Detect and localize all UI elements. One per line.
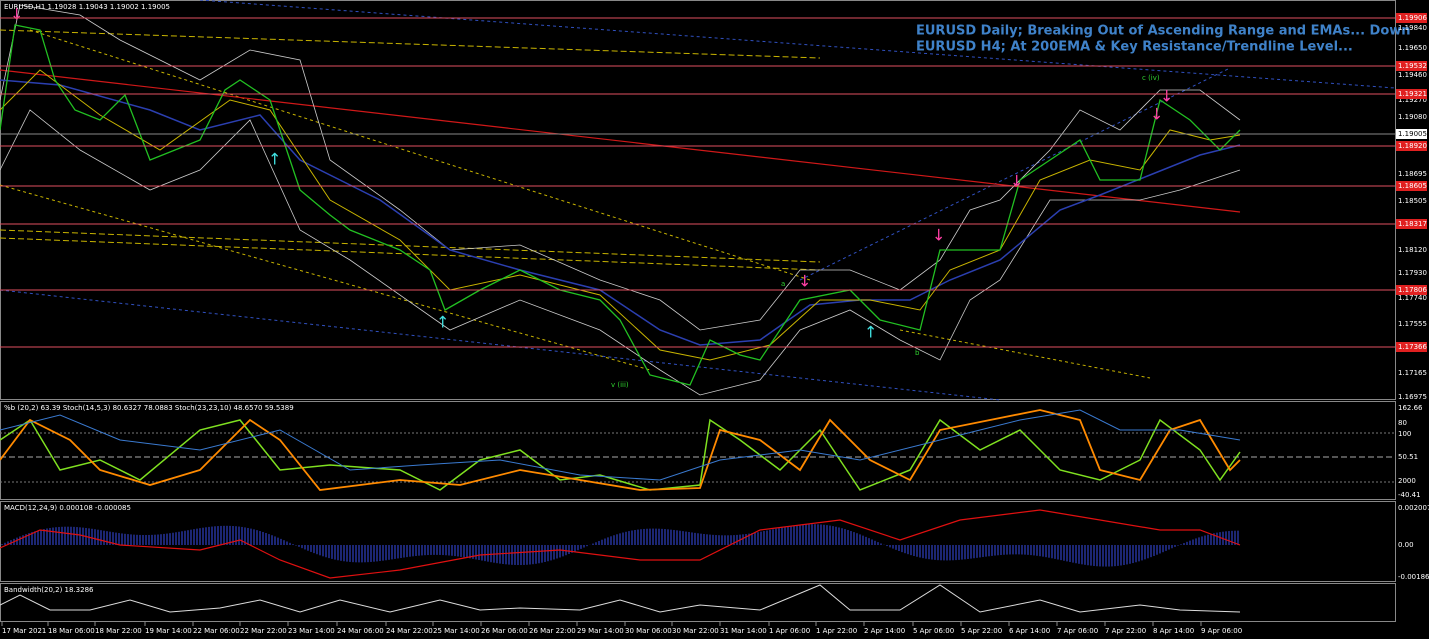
time-label: 5 Apr 06:00 — [913, 627, 954, 635]
time-label: 2 Apr 14:00 — [864, 627, 905, 635]
current-box — [1396, 129, 1427, 139]
level-box — [1396, 141, 1427, 151]
level-label: 1.18605 — [1398, 182, 1427, 190]
wave-label: v (iii) — [611, 381, 629, 389]
panel-title: Bandwidth(20,2) 18.3286 — [4, 586, 94, 594]
stoch-lines — [0, 409, 1395, 491]
time-label: 30 Mar 06:00 — [625, 627, 672, 635]
price-label: 1.19460 — [1398, 71, 1427, 79]
level-label: 1.17366 — [1398, 343, 1427, 351]
macd-axis-label: 0.00 — [1398, 541, 1414, 549]
svg-text:↓: ↓ — [798, 272, 811, 291]
time-label: 8 Apr 14:00 — [1153, 627, 1194, 635]
svg-text:↓: ↓ — [1010, 172, 1023, 191]
level-label: 1.19906 — [1398, 14, 1427, 22]
price-label: 1.18695 — [1398, 170, 1427, 178]
time-label: 23 Mar 14:00 — [288, 627, 335, 635]
wave-label: b — [915, 349, 920, 357]
level-box — [1396, 181, 1427, 191]
stoch-axis-label: 80 — [1398, 419, 1407, 427]
level-label: 1.19321 — [1398, 90, 1427, 98]
svg-text:↑: ↑ — [864, 323, 877, 342]
price-label: 1.17555 — [1398, 320, 1427, 328]
price-label: 1.17930 — [1398, 269, 1427, 277]
wave-label: c (iv) — [1142, 74, 1160, 82]
annotation: EURUSD Daily; Breaking Out of Ascending … — [916, 24, 1411, 39]
time-label: 7 Apr 22:00 — [1105, 627, 1146, 635]
level-label: 1.19532 — [1398, 62, 1427, 70]
time-label: 1 Apr 22:00 — [816, 627, 857, 635]
time-label: 24 Mar 22:00 — [386, 627, 433, 635]
time-label: 22 Mar 22:00 — [240, 627, 287, 635]
svg-text:↓: ↓ — [1160, 87, 1173, 106]
time-label: 5 Apr 22:00 — [961, 627, 1002, 635]
level-label: 1.18317 — [1398, 220, 1427, 228]
price-label: 1.18120 — [1398, 246, 1427, 254]
time-label: 7 Apr 06:00 — [1057, 627, 1098, 635]
price-label: 1.19650 — [1398, 44, 1427, 52]
time-label: 29 Mar 14:00 — [577, 627, 624, 635]
bandwidth-line — [0, 584, 1241, 613]
annotation: EURUSD H4; At 200EMA & Key Resistance/Tr… — [916, 40, 1353, 55]
time-label: 22 Mar 06:00 — [193, 627, 240, 635]
price-label: 1.17740 — [1398, 294, 1427, 302]
time-label: 19 Mar 14:00 — [145, 627, 192, 635]
macd-axis-label: -0.001869 — [1398, 573, 1429, 581]
svg-text:↓: ↓ — [932, 226, 945, 245]
time-label: 30 Mar 22:00 — [672, 627, 719, 635]
svg-text:↓: ↓ — [10, 5, 23, 24]
current-label: 1.19005 — [1398, 130, 1427, 138]
level-label: 1.18920 — [1398, 142, 1427, 150]
svg-text:↑: ↑ — [268, 150, 281, 169]
time-label: 25 Mar 14:00 — [433, 627, 480, 635]
price-label: 1.19840 — [1398, 24, 1427, 32]
stoch-axis-label: 162.66 — [1398, 404, 1423, 412]
price-label: 1.16975 — [1398, 393, 1427, 401]
time-label: 18 Mar 22:00 — [95, 627, 142, 635]
time-label: 6 Apr 14:00 — [1009, 627, 1050, 635]
time-label: 26 Mar 22:00 — [529, 627, 576, 635]
symbol-header: EURUSD,H1 1.19028 1.19043 1.19002 1.1900… — [4, 3, 170, 11]
stoch-axis-label: 2000 — [1398, 477, 1416, 485]
level-box — [1396, 89, 1427, 99]
price-label: 1.19270 — [1398, 96, 1427, 104]
price-label: 1.19080 — [1398, 113, 1427, 121]
stoch-axis-label: 100 — [1398, 430, 1411, 438]
time-label: 31 Mar 14:00 — [720, 627, 767, 635]
panel-frames — [0, 0, 1396, 622]
time-label: 9 Apr 06:00 — [1201, 627, 1242, 635]
price-line — [0, 24, 1241, 386]
time-label: 24 Mar 06:00 — [337, 627, 384, 635]
level-box — [1396, 61, 1427, 71]
time-label: 18 Mar 06:00 — [48, 627, 95, 635]
macd-signal — [0, 509, 1241, 579]
time-label: 17 Mar 2021 — [2, 627, 46, 635]
stoch-axis-label: -40.41 — [1398, 491, 1421, 499]
panel-title: MACD(12,24,9) 0.000108 -0.000085 — [4, 504, 131, 512]
price-label: 1.17165 — [1398, 369, 1427, 377]
svg-text:↓: ↓ — [1150, 105, 1163, 124]
level-box — [1396, 342, 1427, 352]
level-box — [1396, 13, 1427, 23]
time-label: 1 Apr 06:00 — [769, 627, 810, 635]
price-label: 1.18505 — [1398, 197, 1427, 205]
macd-histogram — [1, 524, 1239, 567]
wave-label: a — [781, 280, 785, 288]
level-label: 1.17806 — [1398, 286, 1427, 294]
panel-title: %b (20,2) 63.39 Stoch(14,5,3) 80.6327 78… — [4, 404, 294, 412]
level-box — [1396, 219, 1427, 229]
svg-text:↑: ↑ — [436, 313, 449, 332]
signal-arrows: ↓ ↓ ↓ ↓ ↓ ↓ ↑ ↑ ↑ — [10, 5, 1173, 342]
macd-axis-label: 0.002007 — [1398, 504, 1429, 512]
stoch-axis-label: 50.51 — [1398, 453, 1418, 461]
level-box — [1396, 285, 1427, 295]
time-label: 26 Mar 06:00 — [481, 627, 528, 635]
